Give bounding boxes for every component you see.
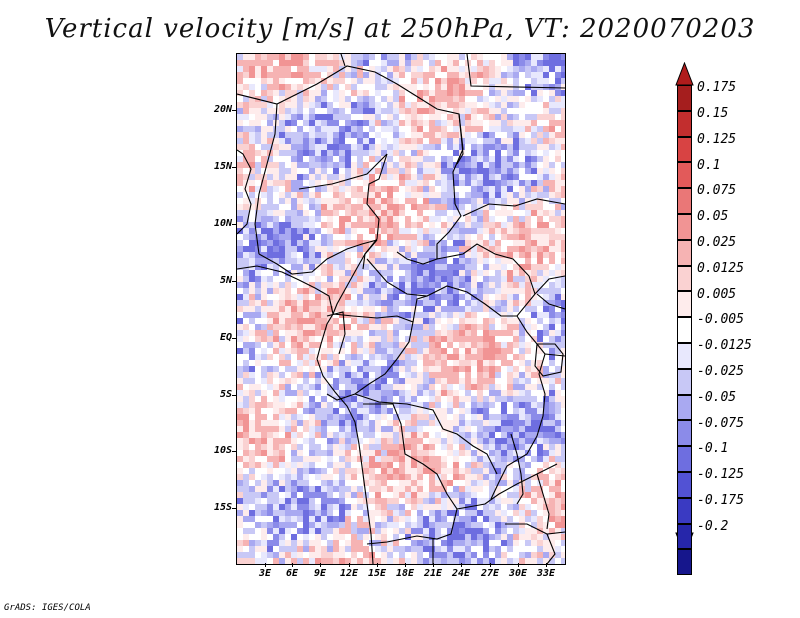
lat-tick	[232, 451, 236, 452]
colorbar-label: 0.075	[697, 183, 737, 198]
colorbar-swatch	[677, 472, 692, 498]
colorbar-swatch	[677, 239, 692, 266]
lon-tick	[320, 563, 321, 567]
colorbar-swatch	[677, 394, 692, 421]
lat-tick	[232, 508, 236, 509]
lat-tick	[232, 395, 236, 396]
colorbar-swatch	[677, 523, 692, 550]
lon-label-30e: 30E	[508, 568, 528, 579]
colorbar-swatch	[677, 497, 692, 524]
velocity-field	[237, 54, 565, 564]
lat-label-eq: EQ	[219, 332, 232, 343]
lon-label-12e: 12E	[339, 568, 359, 579]
colorbar-swatch	[677, 368, 692, 395]
colorbar-swatch	[677, 136, 692, 163]
colorbar-label: -0.025	[697, 364, 744, 379]
lon-tick	[349, 563, 350, 567]
lon-label-33e: 33E	[536, 568, 556, 579]
colorbar-swatch	[677, 291, 692, 318]
colorbar-label: 0.025	[697, 235, 737, 250]
lon-label-3e: 3E	[258, 568, 272, 579]
colorbar-label: 0.05	[697, 209, 729, 224]
lat-label-15s: 15S	[213, 502, 232, 513]
lon-label-9e: 9E	[313, 568, 327, 579]
colorbar-swatch	[677, 446, 692, 472]
colorbar-label: 0.1	[697, 158, 721, 173]
lat-tick	[232, 224, 236, 225]
lat-label-10s: 10S	[213, 445, 232, 456]
lon-tick	[292, 563, 293, 567]
colorbar-swatch	[677, 162, 692, 189]
colorbar-label: -0.2	[697, 519, 729, 534]
colorbar-swatch	[677, 188, 692, 214]
colorbar-swatch	[677, 343, 692, 369]
lat-tick	[232, 338, 236, 339]
colorbar-label: -0.175	[697, 493, 744, 508]
lon-label-27e: 27E	[480, 568, 500, 579]
colorbar-swatch	[677, 214, 692, 240]
colorbar-swatch	[677, 420, 692, 447]
colorbar-label: -0.05	[697, 390, 737, 405]
lon-label-21e: 21E	[423, 568, 443, 579]
lat-label-15n: 15N	[213, 161, 232, 172]
colorbar-label: 0.175	[697, 80, 737, 95]
colorbar-swatch	[677, 317, 692, 343]
lon-tick	[518, 563, 519, 567]
lon-label-24e: 24E	[451, 568, 471, 579]
lon-tick	[433, 563, 434, 567]
lon-tick	[265, 563, 266, 567]
lon-label-15e: 15E	[367, 568, 387, 579]
lat-label-10n: 10N	[213, 218, 232, 229]
colorbar-label: -0.0125	[697, 338, 752, 353]
colorbar-label: 0.15	[697, 106, 729, 121]
lon-label-18e: 18E	[395, 568, 415, 579]
chart-title: Vertical velocity [m/s] at 250hPa, VT: 2…	[44, 14, 756, 44]
colorbar-label: 0.005	[697, 287, 737, 302]
grads-credit: GrADS: IGES/COLA	[4, 603, 91, 613]
colorbar-label: -0.075	[697, 416, 744, 431]
colorbar-label: -0.1	[697, 441, 729, 456]
lat-label-20n: 20N	[213, 104, 232, 115]
colorbar-label: -0.005	[697, 312, 744, 327]
lat-label-5s: 5S	[219, 389, 232, 400]
lat-label-5n: 5N	[219, 275, 232, 286]
lon-tick	[461, 563, 462, 567]
lon-tick	[490, 563, 491, 567]
colorbar-label: -0.125	[697, 467, 744, 482]
colorbar-swatch	[677, 265, 692, 292]
colorbar-top-arrow	[675, 62, 694, 86]
colorbar-label: 0.125	[697, 132, 737, 147]
colorbar-label: 0.0125	[697, 261, 744, 276]
lon-label-6e: 6E	[285, 568, 299, 579]
colorbar-swatch	[677, 85, 692, 111]
map-panel	[236, 53, 566, 565]
lat-tick	[232, 167, 236, 168]
colorbar-swatch	[677, 110, 692, 137]
lon-tick	[377, 563, 378, 567]
lon-tick	[405, 563, 406, 567]
lat-tick	[232, 110, 236, 111]
colorbar-swatch	[677, 549, 692, 576]
lon-tick	[546, 563, 547, 567]
lat-tick	[232, 281, 236, 282]
